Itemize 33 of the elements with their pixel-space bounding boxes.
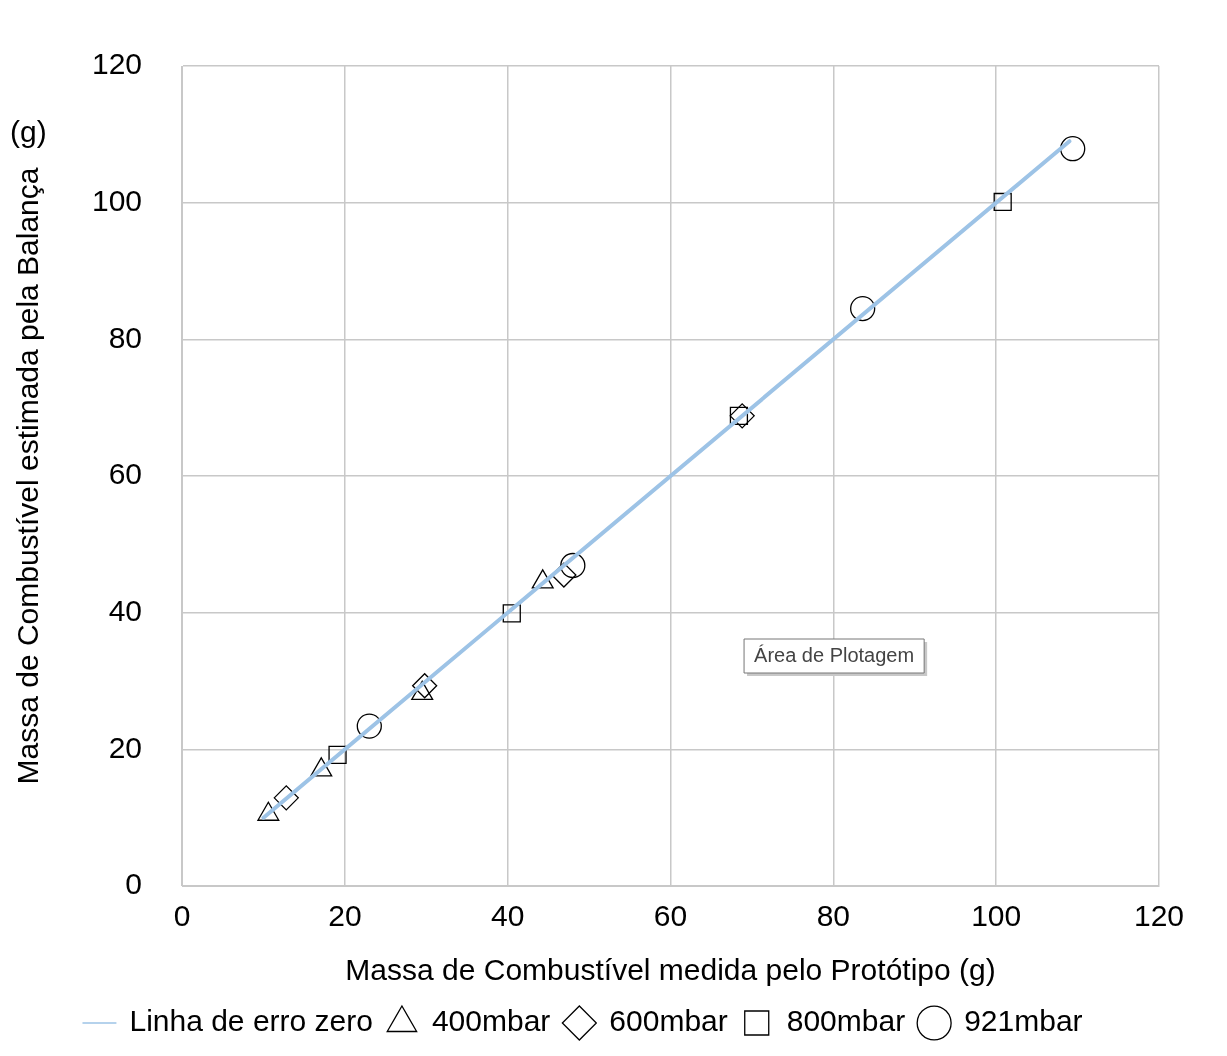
y-tick-label: 80 [108,320,143,354]
point [356,713,382,739]
y-axis-title: Massa de Combustível estimada pela Balança [11,167,45,785]
legend-label: 921mbar [964,1004,1083,1038]
point [729,403,755,429]
y-tick-label: 60 [108,457,143,491]
x-tick-label: 60 [653,899,688,933]
x-tick-label: 0 [173,899,191,933]
point [560,552,586,579]
legend-label: 400mbar [431,1004,551,1038]
y-tick-label: 100 [91,183,143,217]
legend-label: Linha de erro zero [129,1004,373,1038]
x-tick-label: 80 [816,899,851,933]
x-tick-label: 120 [1133,899,1185,933]
x-tick-label: 40 [491,899,525,933]
x-tick-label: 20 [328,899,362,933]
point [850,295,876,322]
point [1060,136,1086,162]
annotation: Área de Plotagem [754,643,915,666]
y-tick-label: 0 [125,867,143,901]
text: (g) [10,115,47,149]
legend-label: 800mbar [786,1004,906,1038]
point [502,604,521,623]
y-tick-label: 120 [91,47,143,81]
y-tick-label: 20 [108,730,143,764]
y-tick-label: 40 [108,593,143,627]
point [412,673,438,699]
x-tick-label: 100 [971,899,1022,933]
point [273,785,299,811]
legend-label: 600mbar [609,1004,728,1038]
point [328,745,347,764]
x-axis-title: Massa de Combustível medida pelo Protótipo (g) [345,953,996,987]
point [993,192,1012,212]
